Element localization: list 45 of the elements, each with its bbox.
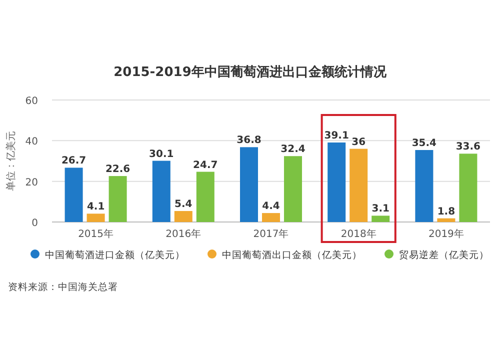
data-label: 26.7 (61, 156, 86, 167)
legend-label: 中国葡萄酒出口金额（亿美元） (222, 249, 362, 261)
x-tick-label: 2019年 (428, 228, 464, 240)
bar (240, 147, 258, 222)
data-label: 4.4 (262, 201, 280, 212)
bar (284, 156, 302, 222)
y-tick-label: 20 (25, 177, 38, 188)
x-tick-label: 2015年 (78, 228, 114, 240)
bar (262, 213, 280, 222)
data-label: 4.1 (86, 202, 105, 213)
data-label: 39.1 (324, 130, 349, 142)
legend-label: 中国葡萄酒进口金额（亿美元） (45, 249, 185, 261)
y-tick-label: 0 (32, 218, 38, 229)
legend-label: 贸易逆差（亿美元） (399, 249, 489, 261)
bar (328, 142, 346, 222)
x-tick-label: 2017年 (253, 228, 289, 240)
data-label: 3.1 (372, 204, 390, 215)
data-label: 36 (352, 136, 366, 148)
data-label: 33.6 (456, 142, 481, 153)
text: 资料来源：中国海关总署 (8, 281, 118, 293)
bar (372, 216, 390, 222)
bar (459, 154, 478, 222)
data-label: 22.6 (105, 164, 130, 176)
bar (152, 160, 170, 222)
chart-title: 2015-2019年中国葡萄酒进出口金额统计情况 (114, 64, 388, 80)
x-tick-label: 2016年 (166, 228, 202, 240)
y-tick-label: 60 (25, 96, 38, 107)
bar (350, 148, 368, 222)
y-tick-label: 40 (25, 136, 38, 148)
bar (174, 211, 192, 222)
data-label: 32.4 (280, 144, 306, 156)
data-label: 36.8 (236, 135, 262, 146)
bar (64, 168, 83, 222)
bar (196, 172, 214, 222)
data-label: 5.4 (174, 199, 192, 210)
data-label: 30.1 (149, 148, 174, 160)
x-tick-label: 2018年 (340, 228, 376, 240)
bar (437, 218, 456, 222)
data-label: 24.7 (193, 160, 218, 171)
bar (86, 214, 105, 222)
data-label: 1.8 (437, 206, 456, 218)
y-axis-title: 单位：亿美元 (5, 131, 17, 191)
bar (108, 176, 127, 222)
bar (415, 150, 434, 222)
data-label: 35.4 (412, 138, 437, 150)
